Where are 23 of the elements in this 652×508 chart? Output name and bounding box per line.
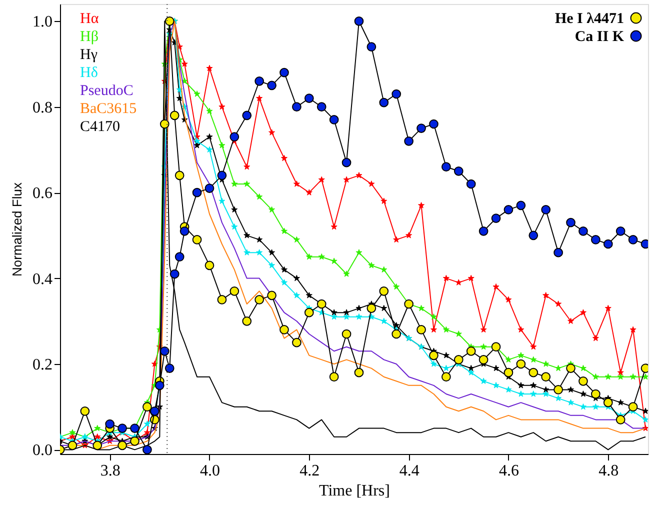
text: Hγ <box>80 47 98 63</box>
y-tick-label: 0.0 <box>32 442 52 460</box>
x-tick-label: 4.6 <box>498 462 519 480</box>
y-axis-title: Normalized Flux <box>10 182 24 276</box>
legend-label: He I λ4471 <box>554 11 624 27</box>
x-tick-label: 3.8 <box>100 462 120 480</box>
x-tick-label: 4.4 <box>399 462 420 480</box>
y-tick-label: 0.2 <box>32 356 52 374</box>
x-axis-title: Time [Hrs] <box>319 482 390 500</box>
y-tick-label: 0.8 <box>32 99 52 116</box>
text: Hα <box>80 11 99 27</box>
text: PseudoC <box>80 83 134 99</box>
x-tick-label: 4.2 <box>300 462 320 480</box>
text: Hβ <box>80 29 98 45</box>
text: C4170 <box>80 119 120 135</box>
text: BaC3615 <box>80 101 137 117</box>
y-tick-label: 0.4 <box>32 270 52 288</box>
y-tick-label: 0.6 <box>32 185 52 202</box>
x-tick-label: 4.0 <box>200 462 220 480</box>
x-tick-label: 4.8 <box>598 462 619 480</box>
text: Hδ <box>80 65 98 81</box>
y-tick-label: 1.0 <box>32 14 52 31</box>
legend-label: Ca II K <box>574 29 624 45</box>
